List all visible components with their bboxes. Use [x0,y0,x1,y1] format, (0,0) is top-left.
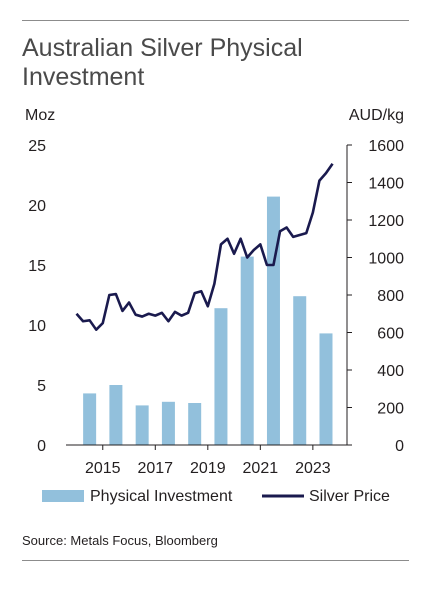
bar-2022 [293,296,307,445]
x-tick-label-2015: 2015 [85,460,121,477]
silver-price-line [75,163,334,331]
bottom-rule [22,560,409,561]
bar-2020 [240,256,254,445]
legend-label-physical-investment: Physical Investment [90,488,233,505]
left-tick-label-0: 0 [37,438,46,455]
right-axis-label: AUD/kg [349,107,404,124]
x-tick-label-2019: 2019 [190,460,226,477]
bar-2021 [266,196,280,445]
bar-2023 [319,333,333,445]
bars-layer [83,196,333,445]
axes-layer: 0 5 10 15 20 25 0 200 400 600 800 1000 1200 1400 1600 2… [25,107,404,477]
legend-label-silver-price: Silver Price [309,488,390,505]
chart-title: Australian Silver Physical Investment [22,34,402,92]
right-tick-label-200: 200 [377,401,404,418]
right-tick-label-1600: 1600 [368,138,404,155]
right-tick-label-800: 800 [377,288,404,305]
left-tick-label-10: 10 [28,318,46,335]
right-tick-label-400: 400 [377,363,404,380]
bar-2016 [135,405,149,445]
bar-2015 [109,385,123,445]
legend-swatch-physical-investment [42,490,84,502]
x-tick-label-2021: 2021 [243,460,279,477]
right-tick-label-1200: 1200 [368,213,404,230]
right-tick-label-1400: 1400 [368,176,404,193]
chart: 0 5 10 15 20 25 0 200 400 600 800 1000 1200 1400 1600 2… [25,107,404,505]
x-tick-label-2023: 2023 [295,460,331,477]
right-tick-label-0: 0 [395,438,404,455]
bar-2017 [161,401,175,445]
left-tick-label-5: 5 [37,378,46,395]
line-layer [75,163,334,331]
x-tick-label-2017: 2017 [137,460,173,477]
top-rule [22,20,409,21]
bar-2019 [214,308,228,445]
right-tick-label-600: 600 [377,326,404,343]
chart-title-line-1: Australian Silver Physical [22,34,303,62]
left-tick-label-25: 25 [28,138,46,155]
legend: Physical Investment Silver Price [42,488,390,505]
left-tick-label-15: 15 [28,258,46,275]
left-axis-label: Moz [25,107,55,124]
bar-2018 [188,403,202,445]
chart-title-line-2: Investment [22,63,145,91]
bar-2014 [83,393,97,445]
source-note: Source: Metals Focus, Bloomberg [22,533,218,548]
right-tick-label-1000: 1000 [368,251,404,268]
left-tick-label-20: 20 [28,198,46,215]
